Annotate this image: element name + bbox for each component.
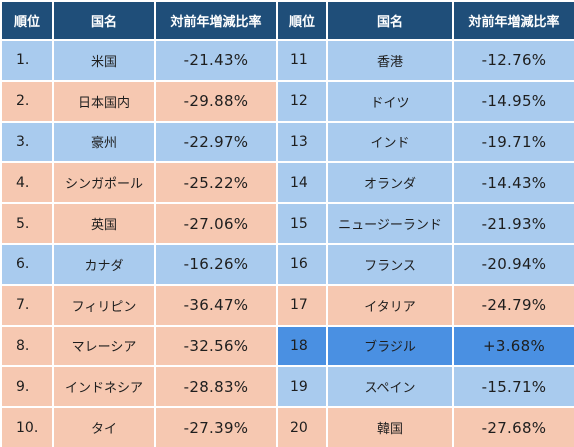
table-row: 4. シンガポール -25.22% 14 オランダ -14.43%: [0, 161, 574, 205]
rate-cell: -20.94%: [452, 242, 574, 286]
country-cell: 日本国内: [52, 79, 156, 123]
table-row: 7. フィリピン -36.47% 17 イタリア -24.79%: [0, 283, 574, 327]
table-row: 1. 米国 -21.43% 11 香港 -12.76%: [0, 39, 574, 82]
rate-cell: -28.83%: [154, 365, 278, 409]
header-rate-left: 対前年増減比率: [154, 0, 278, 41]
rate-cell: -36.47%: [154, 283, 278, 327]
rank-cell: 11: [276, 39, 328, 82]
rank-cell: 14: [276, 161, 328, 205]
country-cell: インド: [326, 120, 454, 164]
rank-cell: 13: [276, 120, 328, 164]
rank-cell: 4.: [0, 161, 54, 205]
header-rate-right: 対前年増減比率: [452, 0, 574, 41]
rank-cell: 20: [276, 406, 328, 447]
rate-cell: -16.26%: [154, 242, 278, 286]
rank-cell: 16: [276, 242, 328, 286]
rate-cell: -25.22%: [154, 161, 278, 205]
table-row: 6. カナダ -16.26% 16 フランス -20.94%: [0, 242, 574, 286]
country-cell: シンガポール: [52, 161, 156, 205]
country-cell: 韓国: [326, 406, 454, 447]
rank-cell: 6.: [0, 242, 54, 286]
rate-cell: -24.79%: [452, 283, 574, 327]
country-cell: タイ: [52, 406, 156, 447]
country-cell: フィリピン: [52, 283, 156, 327]
table-row: 5. 英国 -27.06% 15 ニュージーランド -21.93%: [0, 202, 574, 245]
rate-cell: -22.97%: [154, 120, 278, 164]
rate-cell: -21.43%: [154, 39, 278, 82]
rank-cell: 8.: [0, 324, 54, 368]
rate-cell: -19.71%: [452, 120, 574, 164]
rank-cell: 17: [276, 283, 328, 327]
header-row: 順位 国名 対前年増減比率 順位 国名 対前年増減比率: [0, 0, 574, 41]
rank-cell: 3.: [0, 120, 54, 164]
country-cell: イタリア: [326, 283, 454, 327]
header-rank-left: 順位: [0, 0, 54, 41]
rate-cell: -27.06%: [154, 202, 278, 245]
rank-cell: 12: [276, 79, 328, 123]
rank-cell: 1.: [0, 39, 54, 82]
table-row: 9. インドネシア -28.83% 19 スペイン -15.71%: [0, 365, 574, 409]
country-cell: 香港: [326, 39, 454, 82]
country-cell: ドイツ: [326, 79, 454, 123]
country-cell: フランス: [326, 242, 454, 286]
country-cell: 英国: [52, 202, 156, 245]
country-cell: マレーシア: [52, 324, 156, 368]
table-row: 10. タイ -27.39% 20 韓国 -27.68%: [0, 406, 574, 447]
rate-cell: -15.71%: [452, 365, 574, 409]
rate-cell: -12.76%: [452, 39, 574, 82]
rank-cell: 5.: [0, 202, 54, 245]
country-cell: インドネシア: [52, 365, 156, 409]
header-country-left: 国名: [52, 0, 156, 41]
rate-cell: -14.95%: [452, 79, 574, 123]
rate-cell: -14.43%: [452, 161, 574, 205]
table-row: 2. 日本国内 -29.88% 12 ドイツ -14.95%: [0, 79, 574, 123]
rank-cell: 10.: [0, 406, 54, 447]
country-cell: カナダ: [52, 242, 156, 286]
rank-cell: 2.: [0, 79, 54, 123]
rank-cell: 19: [276, 365, 328, 409]
country-cell: 米国: [52, 39, 156, 82]
rate-cell: +3.68%: [452, 324, 574, 368]
table-row: 3. 豪州 -22.97% 13 インド -19.71%: [0, 120, 574, 164]
rank-cell: 7.: [0, 283, 54, 327]
country-cell: ブラジル: [326, 324, 454, 368]
rate-cell: -29.88%: [154, 79, 278, 123]
rank-cell: 18: [276, 324, 328, 368]
header-rank-right: 順位: [276, 0, 328, 41]
rate-cell: -27.68%: [452, 406, 574, 447]
rate-cell: -32.56%: [154, 324, 278, 368]
rate-cell: -21.93%: [452, 202, 574, 245]
header-country-right: 国名: [326, 0, 454, 41]
country-cell: 豪州: [52, 120, 156, 164]
rank-cell: 9.: [0, 365, 54, 409]
country-cell: ニュージーランド: [326, 202, 454, 245]
country-cell: スペイン: [326, 365, 454, 409]
rate-cell: -27.39%: [154, 406, 278, 447]
country-cell: オランダ: [326, 161, 454, 205]
rank-cell: 15: [276, 202, 328, 245]
table-row: 8. マレーシア -32.56% 18 ブラジル +3.68%: [0, 324, 574, 368]
